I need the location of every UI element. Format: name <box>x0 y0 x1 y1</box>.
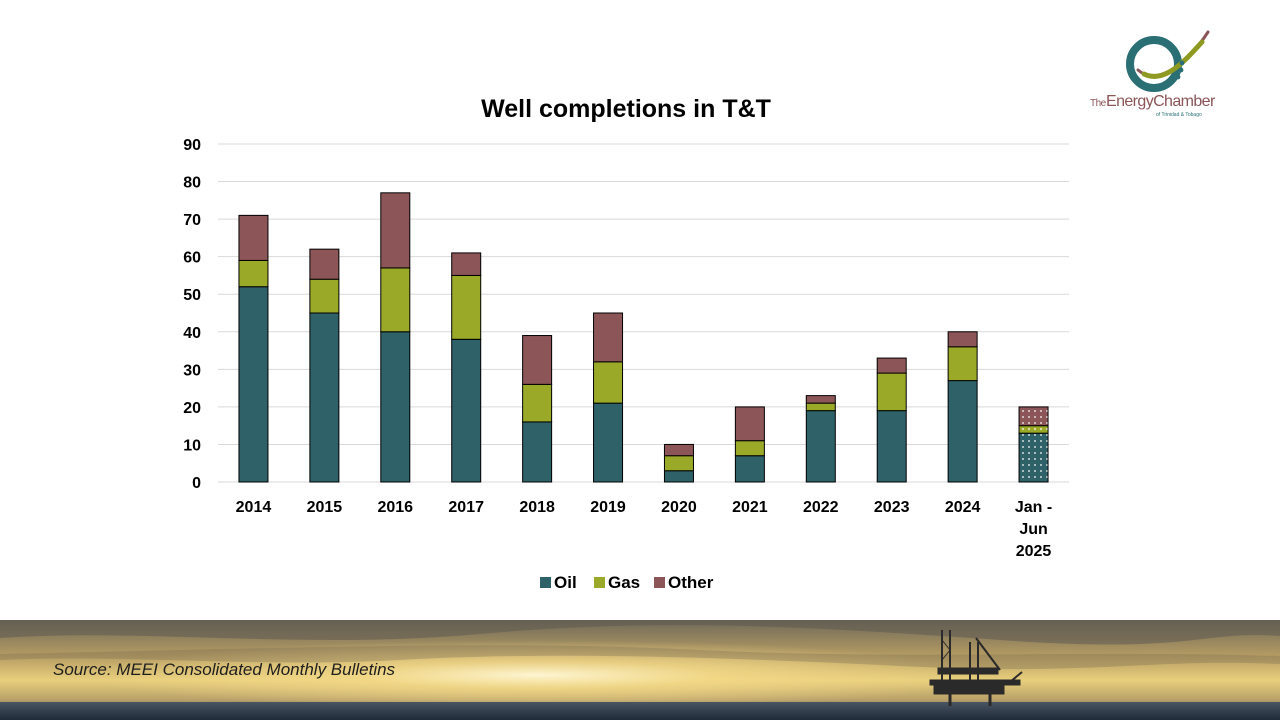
legend-label-gas: Gas <box>608 573 640 592</box>
bar-other-2022 <box>805 395 836 404</box>
y-tick-label-40: 40 <box>183 325 201 342</box>
bar-oil-2014 <box>238 286 269 483</box>
logo-prefix: The <box>1090 98 1107 109</box>
bar-gas-2015 <box>309 278 340 314</box>
bar-other-2017 <box>451 252 482 276</box>
bar-oil-2022 <box>805 410 836 483</box>
x-tick-label-2019: 2019 <box>590 499 626 516</box>
x-tick-label-2016: 2016 <box>377 499 413 516</box>
bar-other-2015 <box>309 248 340 280</box>
logo-subtitle: of Trinidad & Tobago <box>1156 112 1202 118</box>
x-tick-label-2024: 2024 <box>945 499 981 516</box>
x-tick-label-jan-jun-2025: Jan -Jun 2025 <box>1015 499 1052 560</box>
legend-swatch-gas <box>594 577 605 588</box>
y-tick-label-60: 60 <box>183 250 201 267</box>
legend: Oil Gas Other <box>540 573 714 592</box>
bar-other-2014 <box>238 214 269 261</box>
bar-oil-2021 <box>734 455 765 483</box>
x-tick-label-2014: 2014 <box>236 499 272 516</box>
bar-gas-2024 <box>947 346 978 382</box>
bar-oil-2023 <box>876 410 907 483</box>
bar-other-2020 <box>663 443 694 457</box>
bar-oil-2024 <box>947 380 978 483</box>
gridlines <box>218 143 1069 483</box>
stacked-bar-chart: Well completions in T&T 0 10 20 30 40 50 60 70 8… <box>183 95 1069 592</box>
bar-other-2024 <box>947 331 978 348</box>
y-tick-label-0: 0 <box>192 475 201 492</box>
bar-oil-2017 <box>451 338 482 483</box>
logo-wordmark: EnergyChamber <box>1106 93 1216 110</box>
y-tick-label-50: 50 <box>183 287 201 304</box>
energy-chamber-logo: The EnergyChamber of Trinidad & Tobago <box>1090 30 1217 118</box>
x-tick-label-2020: 2020 <box>661 499 697 516</box>
bar-gas-jan-jun-2025 <box>1018 425 1049 434</box>
bar-gas-2021 <box>734 440 765 457</box>
x-tick-label-2015: 2015 <box>307 499 343 516</box>
bar-oil-2019 <box>593 402 624 483</box>
y-tick-label-20: 20 <box>183 400 201 417</box>
x-tick-label-2023: 2023 <box>874 499 910 516</box>
bar-gas-2014 <box>238 259 269 288</box>
x-tick-label-2017: 2017 <box>448 499 484 516</box>
x-tick-label-2022: 2022 <box>803 499 839 516</box>
x-axis-ticks: 2014 2015 2016 2017 2018 2019 2020 2021 2022 2023… <box>236 499 1053 560</box>
y-axis-ticks: 0 10 20 30 40 50 60 70 80 90 <box>183 137 201 492</box>
legend-swatch-oil <box>540 577 551 588</box>
sunset-sea-banner <box>0 620 1280 720</box>
bar-other-jan-jun-2025 <box>1018 406 1049 427</box>
bar-oil-jan-jun-2025 <box>1018 432 1049 483</box>
bar-gas-2016 <box>380 267 411 333</box>
y-tick-label-90: 90 <box>183 137 201 154</box>
x-tick-label-2021: 2021 <box>732 499 768 516</box>
bar-other-2018 <box>522 335 553 385</box>
bar-gas-2022 <box>805 402 836 412</box>
bar-gas-2020 <box>663 455 694 472</box>
y-tick-label-30: 30 <box>183 362 201 379</box>
source-note: Source: MEEI Consolidated Monthly Bullet… <box>53 660 396 679</box>
bar-gas-2017 <box>451 274 482 340</box>
bar-oil-2020 <box>663 470 694 483</box>
bar-gas-2018 <box>522 383 553 423</box>
offshore-rig-icon <box>929 630 1023 706</box>
bar-oil-2018 <box>522 421 553 483</box>
bar-other-2021 <box>734 406 765 442</box>
legend-label-other: Other <box>668 573 714 592</box>
bar-gas-2019 <box>593 361 624 404</box>
bars <box>238 192 1049 483</box>
bar-other-2016 <box>380 192 411 269</box>
bar-oil-2016 <box>380 331 411 483</box>
legend-label-oil: Oil <box>554 573 577 592</box>
bar-other-2019 <box>593 312 624 363</box>
bar-gas-2023 <box>876 372 907 412</box>
chart-title: Well completions in T&T <box>481 95 771 123</box>
x-tick-label-2018: 2018 <box>519 499 555 516</box>
y-tick-label-10: 10 <box>183 437 201 454</box>
bar-oil-2015 <box>309 312 340 483</box>
y-tick-label-80: 80 <box>183 175 201 192</box>
bar-other-2023 <box>876 357 907 374</box>
legend-swatch-other <box>654 577 665 588</box>
y-tick-label-70: 70 <box>183 212 201 229</box>
